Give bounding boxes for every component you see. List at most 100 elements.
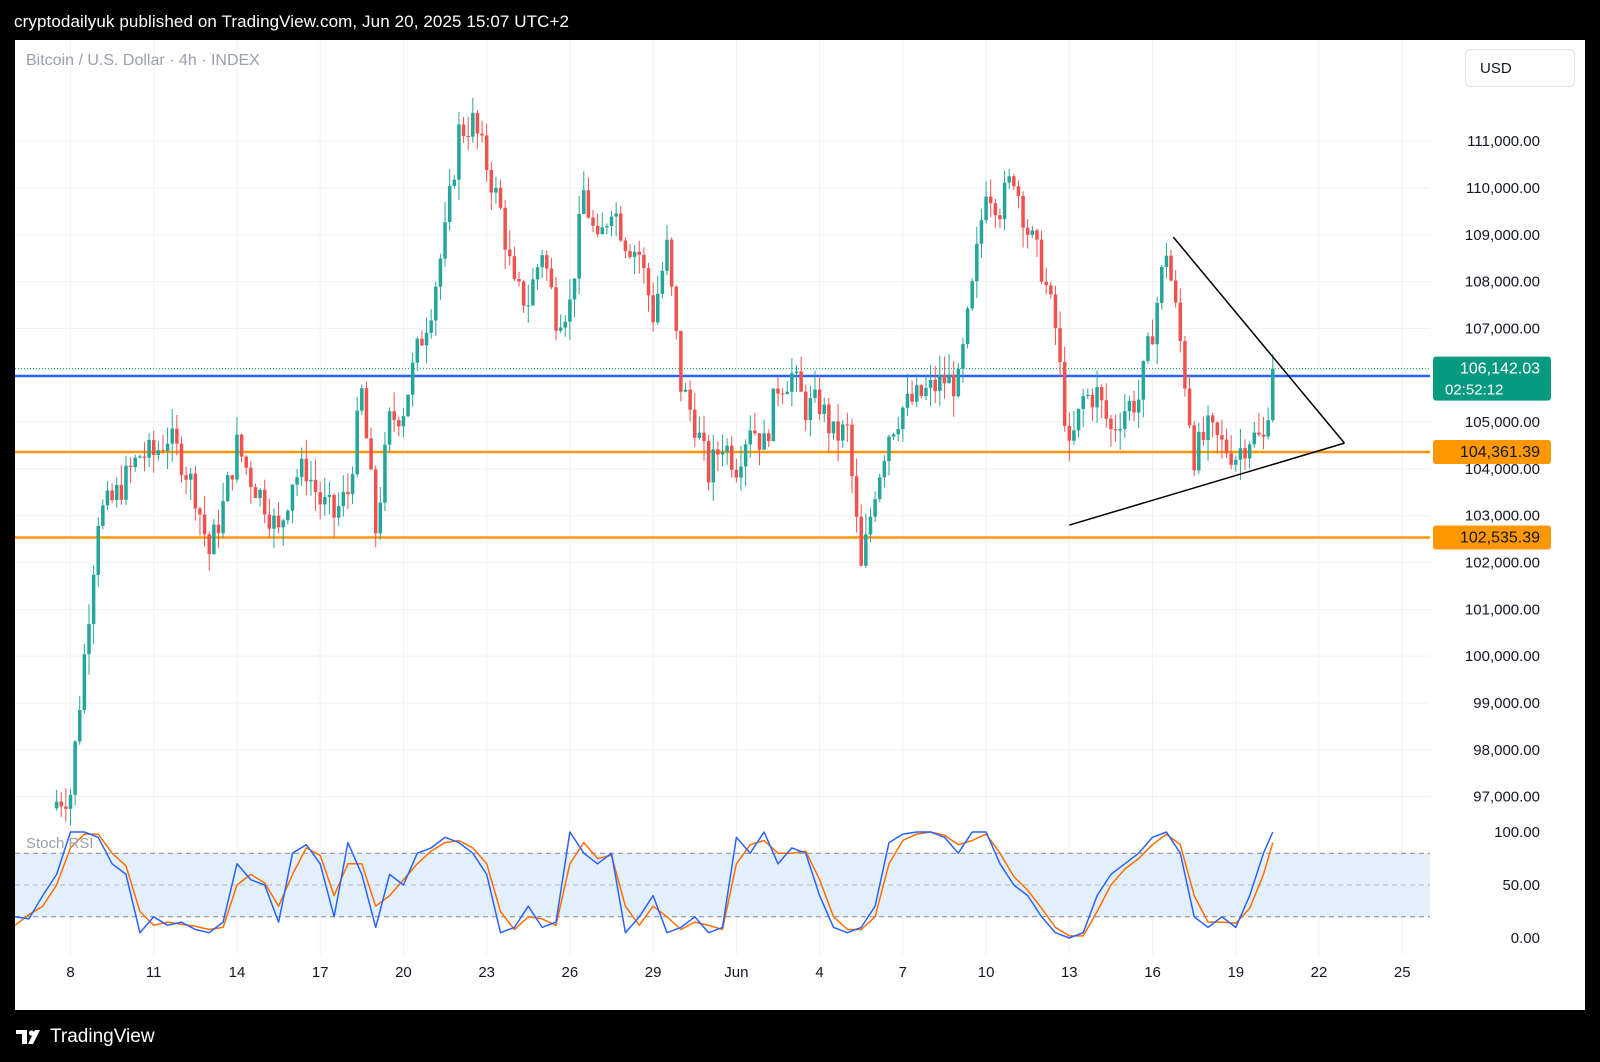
candle[interactable]: [531, 268, 535, 307]
candle[interactable]: [1187, 375, 1192, 429]
candle[interactable]: [924, 374, 928, 401]
candle[interactable]: [725, 438, 729, 465]
candle[interactable]: [221, 482, 225, 539]
candle[interactable]: [1243, 439, 1247, 470]
candle[interactable]: [410, 353, 415, 407]
candle[interactable]: [235, 416, 239, 483]
candle[interactable]: [1164, 242, 1169, 279]
candle[interactable]: [919, 383, 924, 399]
candle[interactable]: [873, 491, 877, 522]
candle[interactable]: [1062, 346, 1067, 432]
candle[interactable]: [110, 483, 114, 504]
candle[interactable]: [679, 330, 683, 402]
candle[interactable]: [360, 384, 364, 415]
candle[interactable]: [1173, 270, 1178, 308]
candle[interactable]: [545, 250, 549, 281]
candle[interactable]: [383, 431, 387, 511]
candle[interactable]: [526, 284, 531, 323]
candle[interactable]: [341, 475, 346, 517]
candle[interactable]: [753, 412, 757, 436]
candle[interactable]: [184, 466, 188, 495]
candle[interactable]: [702, 415, 706, 461]
candle[interactable]: [1238, 429, 1243, 481]
candle[interactable]: [720, 434, 725, 467]
candle[interactable]: [96, 517, 100, 587]
candle[interactable]: [831, 421, 836, 441]
candle[interactable]: [1099, 384, 1104, 419]
candle[interactable]: [1252, 421, 1257, 449]
candle[interactable]: [369, 427, 373, 471]
candle[interactable]: [415, 336, 420, 372]
candle[interactable]: [785, 381, 789, 395]
candle[interactable]: [1247, 441, 1252, 469]
candle[interactable]: [336, 492, 341, 526]
candle[interactable]: [105, 481, 110, 511]
candle[interactable]: [429, 309, 433, 339]
candle[interactable]: [212, 518, 216, 555]
candle[interactable]: [619, 206, 623, 243]
candle[interactable]: [480, 120, 484, 143]
candle[interactable]: [73, 739, 77, 806]
candle[interactable]: [1178, 288, 1183, 353]
candle[interactable]: [743, 439, 748, 487]
candle[interactable]: [582, 171, 586, 215]
candle[interactable]: [1257, 412, 1261, 437]
candle[interactable]: [1215, 421, 1220, 454]
candle[interactable]: [517, 271, 521, 287]
candle[interactable]: [877, 473, 882, 503]
candle[interactable]: [790, 358, 794, 407]
candle[interactable]: [766, 429, 771, 448]
candle[interactable]: [558, 314, 563, 333]
candle[interactable]: [1146, 332, 1150, 364]
candle[interactable]: [706, 434, 711, 491]
candle[interactable]: [933, 365, 937, 404]
candle[interactable]: [716, 441, 720, 472]
candle[interactable]: [299, 447, 304, 486]
candle[interactable]: [628, 244, 632, 260]
candle[interactable]: [947, 354, 951, 384]
candle[interactable]: [161, 434, 165, 454]
candle[interactable]: [332, 493, 336, 539]
candle[interactable]: [165, 427, 170, 470]
candle[interactable]: [910, 380, 914, 405]
candle[interactable]: [364, 381, 369, 439]
candle[interactable]: [276, 502, 281, 533]
candle[interactable]: [1035, 228, 1039, 258]
candle[interactable]: [151, 430, 156, 473]
candle[interactable]: [1261, 417, 1266, 450]
candle[interactable]: [1104, 383, 1109, 428]
candle[interactable]: [424, 317, 429, 364]
candle[interactable]: [124, 455, 128, 505]
candle[interactable]: [1086, 388, 1090, 400]
candle[interactable]: [309, 460, 313, 496]
candle[interactable]: [1150, 319, 1155, 345]
candle[interactable]: [397, 416, 401, 437]
candle[interactable]: [993, 198, 998, 229]
candle[interactable]: [794, 365, 799, 392]
candle[interactable]: [327, 481, 332, 515]
candle[interactable]: [258, 487, 262, 507]
candle[interactable]: [457, 112, 461, 201]
candle[interactable]: [1136, 379, 1141, 428]
candle[interactable]: [447, 168, 452, 231]
trendline-lower[interactable]: [1069, 442, 1345, 526]
candle[interactable]: [239, 433, 244, 463]
candle[interactable]: [461, 117, 466, 143]
candle[interactable]: [101, 499, 105, 530]
candle[interactable]: [605, 223, 609, 235]
candle[interactable]: [1201, 416, 1206, 446]
candle[interactable]: [225, 471, 230, 502]
candle[interactable]: [549, 258, 554, 290]
candle[interactable]: [882, 455, 887, 488]
candle[interactable]: [406, 394, 410, 418]
candle[interactable]: [984, 181, 988, 224]
candle[interactable]: [392, 392, 396, 433]
candle[interactable]: [928, 364, 933, 407]
candle[interactable]: [1220, 419, 1224, 459]
candle[interactable]: [170, 409, 174, 462]
candle[interactable]: [586, 177, 591, 219]
candle[interactable]: [711, 434, 716, 501]
candle[interactable]: [179, 436, 184, 483]
candle[interactable]: [998, 208, 1002, 229]
candle[interactable]: [318, 481, 322, 520]
